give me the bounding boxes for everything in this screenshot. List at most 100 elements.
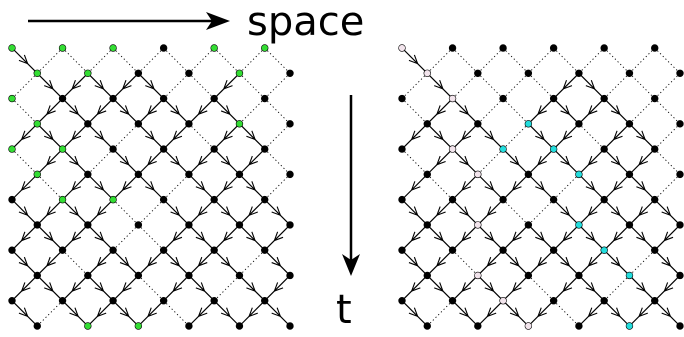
bond-arrowhead xyxy=(121,282,132,292)
root-site xyxy=(474,170,482,179)
bond-arrowhead xyxy=(220,105,231,116)
dotted-bond xyxy=(11,72,38,99)
active-bond xyxy=(477,300,504,327)
bond-arrowhead xyxy=(246,130,256,141)
lattice-site xyxy=(210,246,218,254)
lattice-site xyxy=(676,170,684,179)
dotted-bond xyxy=(264,98,291,125)
dotted-bond xyxy=(578,47,605,74)
lattice-site xyxy=(423,221,431,229)
active-bond xyxy=(112,275,139,302)
lattice-site xyxy=(676,271,684,280)
bond-arrowhead xyxy=(248,155,258,166)
bond-arrowhead xyxy=(147,155,157,166)
active-bond xyxy=(163,148,190,175)
active-bond xyxy=(527,224,555,251)
highlighted-site xyxy=(524,120,533,128)
dotted-bond xyxy=(654,47,681,74)
bond-arrowhead xyxy=(69,206,80,217)
active-bond xyxy=(603,173,630,201)
bond-arrowhead xyxy=(461,231,472,242)
active-bond xyxy=(137,300,165,327)
bond-arrowhead xyxy=(661,307,672,318)
lattice-site xyxy=(185,271,193,280)
active-bond xyxy=(578,72,605,99)
active-bond xyxy=(426,275,453,302)
dotted-bond xyxy=(36,174,63,200)
bond-arrowhead xyxy=(271,307,282,318)
bond-arrowhead xyxy=(94,80,105,90)
bond-arrowhead xyxy=(537,256,547,267)
bond-arrowhead xyxy=(145,80,155,90)
lattice-site xyxy=(235,221,244,229)
dotted-bond xyxy=(629,249,656,276)
active-bond xyxy=(527,249,555,276)
active-bond xyxy=(213,98,240,125)
bond-arrowhead xyxy=(560,105,571,116)
active-bond xyxy=(629,173,656,201)
dotted-bond xyxy=(629,47,656,74)
bond-arrowhead xyxy=(271,206,282,217)
root-site xyxy=(398,44,406,52)
lattice-site xyxy=(134,221,143,229)
lattice-site xyxy=(33,221,41,229)
active-bond xyxy=(239,173,266,201)
active-bond xyxy=(87,123,114,150)
active-bond xyxy=(401,173,428,201)
bond-arrowhead xyxy=(96,206,107,217)
active-bond xyxy=(163,224,190,251)
active-bond xyxy=(477,275,504,302)
dotted-bond xyxy=(553,174,580,200)
active-bond xyxy=(603,224,630,251)
active-bond xyxy=(264,199,291,226)
bond-arrowhead xyxy=(147,105,157,116)
active-bond xyxy=(11,300,38,327)
lattice-site xyxy=(109,246,117,254)
bond-arrowhead xyxy=(638,307,648,318)
dotted-bond xyxy=(264,123,291,150)
lattice-site xyxy=(134,271,143,280)
bond-arrowhead xyxy=(197,155,208,166)
bond-arrowhead xyxy=(18,256,29,267)
active-bond xyxy=(87,275,114,302)
bond-arrowhead xyxy=(486,307,497,318)
lattice-site xyxy=(499,94,507,103)
lattice-site xyxy=(286,120,294,128)
lattice-site xyxy=(549,297,558,305)
bond-arrowhead xyxy=(434,231,444,242)
lattice-site xyxy=(423,271,431,280)
bond-arrowhead xyxy=(408,54,419,65)
bond-arrowhead xyxy=(197,256,208,267)
root-site xyxy=(448,145,457,153)
active-bond xyxy=(502,173,529,201)
active-bond xyxy=(426,98,453,125)
bond-arrowhead xyxy=(273,282,284,292)
active-bond xyxy=(188,249,215,276)
active-bond xyxy=(401,275,428,302)
bond-arrowhead xyxy=(71,231,82,242)
dotted-bond xyxy=(603,47,630,74)
bond-arrowhead xyxy=(560,256,571,267)
active-bond xyxy=(36,249,63,276)
bond-arrowhead xyxy=(459,105,470,116)
bond-arrowhead xyxy=(585,282,596,292)
active-bond xyxy=(62,275,89,302)
bond-arrowhead xyxy=(147,307,157,318)
lattice-site xyxy=(58,246,67,254)
bond-arrowhead xyxy=(636,282,646,292)
lattice-site xyxy=(575,120,583,128)
space-axis-label: space xyxy=(247,0,365,45)
dotted-bond xyxy=(477,47,504,74)
lattice-site xyxy=(398,246,406,254)
active-bond xyxy=(264,249,291,276)
bond-arrowhead xyxy=(195,282,206,292)
active-bond xyxy=(654,199,681,226)
active-bond xyxy=(62,224,89,251)
lattice-site xyxy=(134,69,143,77)
bond-arrowhead xyxy=(535,130,545,141)
dotted-bond xyxy=(629,72,656,99)
active-bond xyxy=(578,249,605,276)
highlighted-site xyxy=(235,120,244,128)
dotted-bond xyxy=(62,47,89,74)
highlighted-site xyxy=(134,322,143,330)
